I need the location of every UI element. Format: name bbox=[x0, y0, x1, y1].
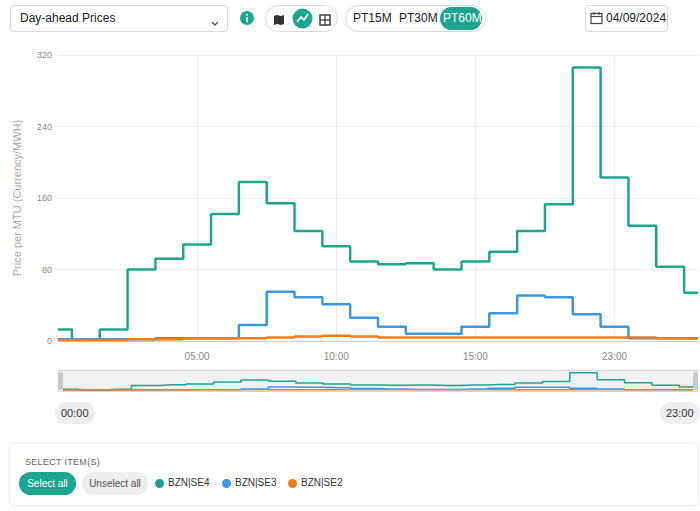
svg-text:320: 320 bbox=[37, 50, 52, 60]
html-text:SELECT ITEM(S): SELECT ITEM(S) bbox=[25, 457, 100, 467]
svg-text:10:00: 10:00 bbox=[324, 351, 349, 362]
svg-text:0: 0 bbox=[47, 336, 52, 346]
html-text:Unselect all: Unselect all bbox=[89, 478, 141, 489]
html-text:Day-ahead Prices: Day-ahead Prices bbox=[20, 11, 116, 25]
svg-text:Price per MTU (Currency/MWH): Price per MTU (Currency/MWH) bbox=[11, 120, 23, 276]
html-text:04/09/2024: 04/09/2024 bbox=[606, 11, 667, 25]
html-text:Select all: Select all bbox=[27, 478, 68, 489]
svg-text:05:00: 05:00 bbox=[185, 351, 210, 362]
svg-text:240: 240 bbox=[37, 122, 52, 132]
html-text:BZN|SE3: BZN|SE3 bbox=[235, 477, 277, 488]
html-text:00:00: 00:00 bbox=[61, 407, 89, 419]
html-text:PT15M: PT15M bbox=[353, 11, 392, 25]
svg-text:160: 160 bbox=[37, 193, 52, 203]
html-text:BZN|SE2: BZN|SE2 bbox=[301, 477, 343, 488]
html-text:23:00: 23:00 bbox=[666, 407, 694, 419]
svg-text:15:00: 15:00 bbox=[463, 351, 488, 362]
svg-text:80: 80 bbox=[42, 265, 52, 275]
html-text:BZN|SE4: BZN|SE4 bbox=[168, 477, 210, 488]
html-text:PT30M: PT30M bbox=[399, 11, 438, 25]
html-text:PT60M: PT60M bbox=[443, 11, 482, 25]
svg-text:23:00: 23:00 bbox=[602, 351, 627, 362]
